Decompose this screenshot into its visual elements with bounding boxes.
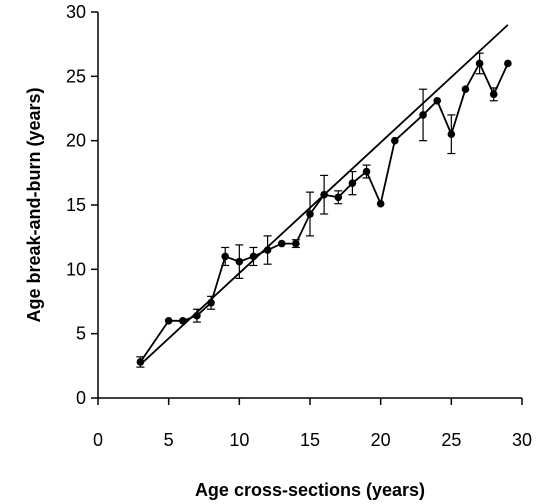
data-point [376,199,385,208]
data-point [447,130,456,139]
series-line [139,24,509,366]
y-tick-label: 15 [66,195,86,215]
y-axis-title: Age break-and-burn (years) [24,87,44,322]
y-tick-label: 25 [66,66,86,86]
data-point [504,59,512,68]
data-point [461,85,470,93]
x-tick-label: 0 [93,430,103,450]
x-tick-label: 30 [512,430,532,450]
y-tick-label: 30 [66,2,86,22]
x-tick-label: 5 [164,430,174,450]
y-tick-label: 20 [66,131,86,151]
data-point [419,111,427,119]
data-point [221,252,229,261]
data-point [164,317,173,325]
y-tick-label: 10 [66,259,86,279]
series-layer [136,24,512,368]
x-tick-label: 10 [229,430,249,450]
x-tick-label: 15 [300,430,320,450]
y-tick-label: 0 [76,388,86,408]
data-point [433,96,442,105]
data-point [306,210,314,218]
data-point [334,193,343,202]
data-point [489,90,498,99]
data-point [277,239,286,248]
data-point [235,257,244,266]
y-ticks: 0 5 10 15 20 25 30 [66,2,98,408]
x-tick-label: 25 [441,430,461,450]
x-ticks: 0 5 10 15 20 25 30 [93,398,532,450]
data-point [292,239,300,248]
data-point [475,59,484,68]
x-tick-label: 20 [371,430,391,450]
data-point [348,179,357,187]
data-point [391,136,399,145]
y-tick-label: 5 [76,324,86,344]
data-point [362,167,371,176]
x-axis-title: Age cross-sections (years) [195,480,425,500]
